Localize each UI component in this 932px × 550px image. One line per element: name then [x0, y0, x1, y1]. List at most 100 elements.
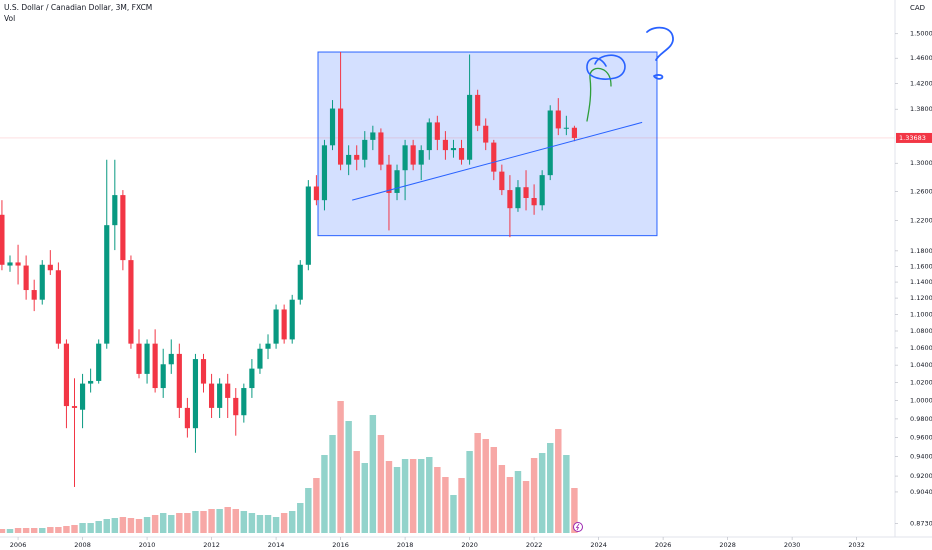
volume-bar — [224, 507, 231, 533]
candle-body — [241, 388, 247, 416]
y-tick-label: 1.06000 — [910, 344, 932, 352]
candle-body — [265, 343, 271, 349]
candle-body — [88, 380, 94, 384]
volume-bar — [71, 525, 78, 533]
candle-body — [402, 145, 408, 171]
candle-body — [563, 127, 569, 129]
candle-body — [120, 195, 126, 261]
candle-body — [112, 195, 118, 226]
y-tick-label: 1.02000 — [910, 379, 932, 387]
volume-bar — [555, 429, 562, 533]
volume-bar — [127, 518, 135, 533]
volume-bar — [240, 511, 248, 533]
candle-body — [467, 94, 473, 160]
candle-body — [55, 270, 61, 344]
green-hook — [586, 67, 612, 122]
candle-body — [281, 309, 287, 340]
x-tick-label: 2010 — [139, 541, 156, 549]
y-tick-label: 1.14000 — [910, 278, 932, 286]
volume-bar — [546, 443, 554, 533]
candle-body — [499, 171, 505, 191]
candle-body — [313, 186, 319, 201]
volume-bar — [369, 415, 377, 533]
volume-bar — [337, 401, 344, 533]
event-circle — [573, 522, 583, 532]
y-tick-label: 1.12000 — [910, 294, 932, 302]
x-tick-label: 2018 — [397, 541, 414, 549]
volume-bar — [353, 451, 360, 533]
candle-body — [79, 383, 86, 410]
x-tick-label: 2028 — [719, 541, 736, 549]
candle-body — [483, 125, 489, 143]
volume-bar — [409, 459, 417, 533]
candle-body — [23, 265, 29, 291]
x-tick-label: 2014 — [268, 541, 285, 549]
question-dot — [653, 74, 664, 80]
candle-body — [249, 368, 255, 389]
volume-bar — [79, 523, 86, 533]
volume-bar — [417, 459, 425, 533]
volume-bar — [111, 518, 119, 533]
x-tick-label: 2026 — [655, 541, 672, 549]
candle-body — [338, 108, 344, 165]
y-tick-label: 1.16000 — [910, 262, 932, 270]
candle-body — [217, 383, 223, 408]
volume-bar — [434, 467, 441, 533]
volume-bar — [474, 433, 481, 533]
y-tick-label: 1.38000 — [910, 105, 932, 113]
y-tick-label: 1.04000 — [910, 361, 932, 369]
volume-bar — [264, 515, 272, 533]
volume-bar — [176, 513, 183, 533]
candle-body — [47, 264, 53, 271]
volume-bar — [345, 421, 352, 533]
candle-body — [426, 122, 432, 151]
y-tick-label: 0.87300 — [910, 520, 932, 528]
candle-body — [370, 132, 376, 140]
y-tick-label: 1.10000 — [910, 310, 932, 318]
volume-bar — [256, 515, 264, 533]
plot-area — [0, 51, 895, 533]
trendline — [352, 121, 643, 201]
volume-bar — [192, 511, 199, 533]
volume-bar — [571, 488, 578, 533]
range-rectangle — [317, 51, 658, 237]
volume-bar — [135, 519, 143, 533]
y-tick-label: 1.30000 — [910, 159, 932, 167]
event-icon — [573, 522, 583, 532]
volume-bar — [216, 509, 223, 533]
currency-label: CAD — [910, 4, 925, 12]
y-tick-label: 1.42000 — [910, 79, 932, 87]
volume-bar — [30, 528, 38, 533]
event-bolt — [575, 523, 580, 531]
candle-body — [104, 225, 110, 344]
candle-body — [168, 353, 174, 365]
volume-bar — [184, 513, 191, 533]
volume-bar — [563, 455, 570, 533]
volume-bar — [466, 451, 473, 533]
volume-bar — [506, 477, 514, 533]
volume-bar — [6, 529, 14, 533]
candle-body — [434, 122, 440, 140]
x-tick-label: 2022 — [526, 541, 543, 549]
volume-label: Vol — [4, 14, 15, 23]
volume-bar — [22, 528, 30, 533]
volume-bar — [361, 463, 368, 533]
volume-bar — [530, 458, 538, 533]
candle-body — [257, 348, 263, 369]
x-tick-label: 2006 — [10, 541, 27, 549]
candle-body — [273, 309, 279, 344]
x-tick-label: 2016 — [332, 541, 349, 549]
candle-body — [71, 406, 78, 408]
candle-body — [523, 187, 529, 198]
candle-body — [555, 110, 561, 129]
candle-body — [394, 170, 400, 193]
volume-bar — [200, 511, 207, 533]
candle-body — [346, 154, 352, 165]
candle-body — [515, 187, 521, 209]
candle-body — [539, 175, 545, 206]
